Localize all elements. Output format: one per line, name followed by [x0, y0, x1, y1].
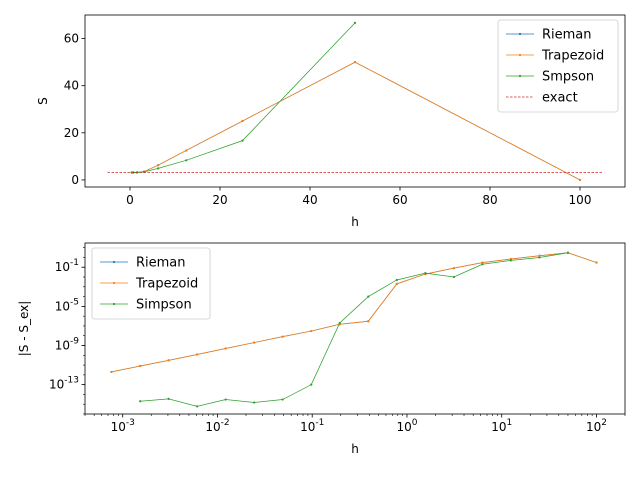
plot-frame	[84, 14, 626, 188]
y-axis-label: |S - S_ex|	[17, 301, 31, 357]
data-point-trapezoid	[185, 149, 188, 152]
legend-label-simpson: Simpson	[136, 298, 192, 313]
legend: Rieman Trapezoid Smpson exact	[497, 19, 619, 113]
data-point-trapezoid	[139, 364, 142, 368]
data-point-trapezoid	[481, 261, 484, 264]
y-tick-label: 10-1	[55, 258, 79, 274]
data-point-simpson	[538, 256, 541, 259]
data-point-trapezoid	[538, 254, 541, 257]
data-point-trapezoid	[241, 119, 244, 123]
data-point-trapezoid	[157, 164, 160, 167]
x-tick-label: 100	[569, 193, 592, 207]
data-point-trapezoid	[310, 329, 313, 333]
y-tick-label: 0	[71, 173, 79, 187]
data-point-smpson	[241, 139, 244, 142]
x-tick-label: 40	[302, 193, 317, 207]
data-point-smpson	[157, 167, 160, 170]
data-point-simpson	[395, 278, 398, 282]
data-point-trapezoid	[167, 359, 170, 362]
data-point-trapezoid	[353, 61, 357, 64]
top-plot: 0 20 40 60 80 100 0 20 40 60 h S Rieman Trapezoid Smps…	[36, 14, 626, 229]
x-tick-label: 80	[482, 193, 497, 207]
data-point-simpson	[281, 398, 284, 401]
y-tick-label: 40	[64, 79, 79, 93]
legend-box	[91, 247, 211, 320]
x-axis-label: h	[351, 215, 359, 229]
legend-marker-trapezoid	[518, 53, 522, 57]
series-line-trapezoid	[111, 252, 597, 373]
legend-box	[497, 19, 619, 113]
series-group	[107, 21, 603, 182]
plot-frame	[84, 242, 626, 415]
data-point-simpson	[367, 295, 370, 298]
legend-marker-smpson	[518, 74, 522, 78]
x-tick-label: 10-3	[111, 418, 135, 434]
data-point-simpson	[509, 259, 512, 262]
y-tick-label: 10-9	[55, 337, 80, 353]
data-point-simpson	[253, 401, 256, 404]
series-group	[110, 251, 598, 408]
x-tick-label: 20	[212, 193, 227, 207]
x-tick-label: 10-1	[300, 418, 324, 434]
data-point-simpson	[310, 383, 313, 386]
data-point-simpson	[338, 321, 341, 325]
data-point-trapezoid	[196, 353, 199, 356]
x-tick-label: 100	[396, 418, 417, 434]
data-point-simpson	[139, 400, 142, 403]
x-tick-label: 101	[491, 418, 512, 434]
data-point-smpson	[353, 21, 357, 24]
data-point-simpson	[424, 272, 427, 275]
x-tick-label: 102	[586, 418, 607, 434]
y-tick-label: 60	[64, 32, 79, 46]
x-tick-label: 10-2	[205, 418, 229, 434]
data-point-trapezoid	[253, 341, 256, 344]
data-point-trapezoid	[367, 320, 370, 323]
legend-label-trapezoid: Trapezoid	[541, 49, 604, 64]
series-line-simpson	[140, 252, 569, 407]
data-point-simpson	[481, 263, 484, 266]
y-tick-label: 10-5	[55, 297, 79, 313]
data-point-simpson	[167, 397, 170, 400]
legend: Rieman Trapezoid Simpson	[91, 247, 211, 320]
data-point-trapezoid	[452, 267, 455, 270]
data-point-trapezoid	[578, 178, 582, 182]
legend-label-smpson: Smpson	[542, 70, 594, 85]
series-line-smpson	[131, 22, 356, 173]
data-point-trapezoid	[281, 335, 284, 338]
x-tick-label: 0	[126, 193, 134, 207]
y-tick-label: 20	[64, 126, 79, 140]
x-axis-label: h	[351, 442, 359, 456]
legend-marker-simpson	[112, 302, 116, 306]
y-tick-label: 10-13	[49, 376, 79, 392]
legend-marker-trapezoid	[112, 281, 116, 285]
bottom-plot: 10-3 10-2 10-1 100 101 102 10-13 10-9 10-5 10-1 h |…	[17, 242, 626, 456]
legend-label-rieman: Rieman	[136, 256, 186, 271]
data-point-simpson	[196, 405, 199, 408]
y-axis-label: S	[36, 97, 50, 105]
legend-label-exact: exact	[542, 91, 578, 106]
data-point-simpson	[224, 398, 227, 401]
legend-label-rieman: Rieman	[542, 28, 592, 43]
data-point-trapezoid	[110, 370, 113, 374]
data-point-simpson	[452, 275, 455, 279]
data-point-smpson	[185, 159, 188, 162]
legend-marker-rieman	[112, 260, 116, 264]
x-tick-label: 60	[392, 193, 407, 207]
data-point-simpson	[566, 251, 570, 254]
data-point-trapezoid	[595, 261, 598, 264]
data-point-trapezoid	[224, 347, 227, 350]
legend-marker-rieman	[518, 32, 522, 36]
data-point-trapezoid	[395, 282, 398, 285]
legend-label-trapezoid: Trapezoid	[135, 277, 198, 292]
